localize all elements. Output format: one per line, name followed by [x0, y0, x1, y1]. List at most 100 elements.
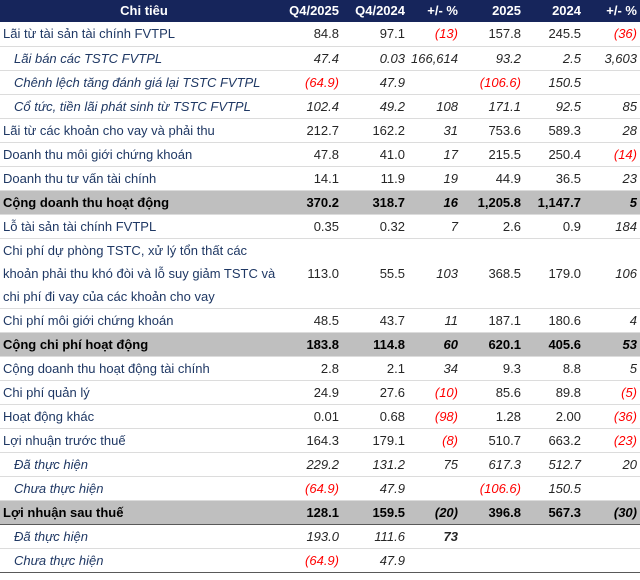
- cell-value: 97.1: [343, 22, 409, 47]
- row-label: Đã thực hiện: [0, 524, 288, 549]
- row-label: Chưa thực hiện: [0, 476, 288, 501]
- cell-value: 60: [409, 332, 461, 357]
- cell-value: 1,147.7: [525, 190, 585, 215]
- cell-value: (8): [409, 428, 461, 453]
- cell-value: 85: [585, 94, 640, 119]
- cell-value: 41.0: [343, 142, 409, 167]
- header-row: Chi tiêu Q4/2025 Q4/2024 +/- % 2025 2024…: [0, 0, 640, 22]
- cell-value: 184: [585, 214, 640, 239]
- cell-value: 20: [585, 452, 640, 477]
- cell-value: 510.7: [461, 428, 525, 453]
- cell-value: (64.9): [288, 476, 343, 501]
- cell-value: 11.9: [343, 166, 409, 191]
- cell-value: 16: [409, 190, 461, 215]
- table-row: Lãi từ các khoản cho vay và phải thu 212.…: [0, 118, 640, 143]
- cell-value: 31: [409, 118, 461, 143]
- header-year-change-pct: +/- %: [585, 0, 640, 22]
- table-row: Lãi bán các TSTC FVTPL 47.4 0.03 166,614 93.…: [0, 46, 640, 71]
- table-row: Lợi nhuận sau thuế 128.1 159.5 (20) 396.8 567…: [0, 500, 640, 525]
- cell-value: 108: [409, 94, 461, 119]
- row-label: Doanh thu môi giới chứng khoán: [0, 142, 288, 167]
- table-row: Lợi nhuận trước thuế 164.3 179.1 (8) 510.7 66…: [0, 428, 640, 453]
- cell-value: 171.1: [461, 94, 525, 119]
- cell-value: 131.2: [343, 452, 409, 477]
- cell-value: 215.5: [461, 142, 525, 167]
- cell-value: (106.6): [461, 70, 525, 95]
- cell-value: [585, 70, 640, 95]
- cell-value: 84.8: [288, 22, 343, 47]
- cell-value: (36): [585, 22, 640, 47]
- table-row: Doanh thu môi giới chứng khoán 47.8 41.0 17…: [0, 142, 640, 167]
- header-q4-2025: Q4/2025: [288, 0, 343, 22]
- cell-value: 34: [409, 356, 461, 381]
- cell-value: 19: [409, 166, 461, 191]
- cell-value: [409, 548, 461, 573]
- cell-value: 589.3: [525, 118, 585, 143]
- cell-value: 7: [409, 214, 461, 239]
- row-label: Lãi bán các TSTC FVTPL: [0, 46, 288, 71]
- cell-value: 85.6: [461, 380, 525, 405]
- cell-value: 75: [409, 452, 461, 477]
- row-label: Chênh lệch tăng đánh giá lại TSTC FVTPL: [0, 70, 288, 95]
- cell-value: 128.1: [288, 500, 343, 525]
- header-quarter-change-pct: +/- %: [409, 0, 461, 22]
- cell-value: 157.8: [461, 22, 525, 47]
- cell-value: [525, 524, 585, 549]
- cell-value: 55.5: [343, 238, 409, 309]
- cell-value: 2.5: [525, 46, 585, 71]
- cell-value: 229.2: [288, 452, 343, 477]
- cell-value: (98): [409, 404, 461, 429]
- cell-value: 0.68: [343, 404, 409, 429]
- cell-value: 405.6: [525, 332, 585, 357]
- row-label: Lỗ tài sản tài chính FVTPL: [0, 214, 288, 239]
- cell-value: 0.9: [525, 214, 585, 239]
- row-label: Đã thực hiện: [0, 452, 288, 477]
- cell-value: 2.1: [343, 356, 409, 381]
- table-row: Đã thực hiện 229.2 131.2 75 617.3 512.7 20: [0, 452, 640, 477]
- cell-value: 0.35: [288, 214, 343, 239]
- cell-value: 44.9: [461, 166, 525, 191]
- table-row: Đã thực hiện 193.0 111.6 73: [0, 524, 640, 549]
- cell-value: 114.8: [343, 332, 409, 357]
- cell-value: 53: [585, 332, 640, 357]
- cell-value: 753.6: [461, 118, 525, 143]
- row-label: Chi phí dự phòng TSTC, xử lý tổn thất cá…: [0, 238, 288, 309]
- cell-value: 111.6: [343, 524, 409, 549]
- cell-value: 73: [409, 524, 461, 549]
- table-row: Chưa thực hiện (64.9) 47.9 (106.6) 150.5: [0, 476, 640, 501]
- cell-value: (64.9): [288, 70, 343, 95]
- table-row: Chưa thực hiện (64.9) 47.9: [0, 548, 640, 573]
- table-row: Cộng doanh thu hoạt động tài chính 2.8 2.1…: [0, 356, 640, 381]
- cell-value: [461, 524, 525, 549]
- header-year-2025: 2025: [461, 0, 525, 22]
- cell-value: 617.3: [461, 452, 525, 477]
- cell-value: 187.1: [461, 308, 525, 333]
- cell-value: 89.8: [525, 380, 585, 405]
- cell-value: 512.7: [525, 452, 585, 477]
- cell-value: 47.9: [343, 476, 409, 501]
- cell-value: 318.7: [343, 190, 409, 215]
- cell-value: 9.3: [461, 356, 525, 381]
- cell-value: [409, 70, 461, 95]
- table-row: Hoạt động khác 0.01 0.68 (98) 1.28 2.00 (36): [0, 404, 640, 429]
- table-row: Lỗ tài sản tài chính FVTPL 0.35 0.32 7 2.6 0.…: [0, 214, 640, 239]
- cell-value: 179.0: [525, 238, 585, 309]
- cell-value: 150.5: [525, 476, 585, 501]
- header-item-column: Chi tiêu: [0, 0, 288, 22]
- table-row: Chi phí dự phòng TSTC, xử lý tổn thất cá…: [0, 238, 640, 309]
- table-header: Chi tiêu Q4/2025 Q4/2024 +/- % 2025 2024…: [0, 0, 640, 22]
- cell-value: 183.8: [288, 332, 343, 357]
- table-row: Doanh thu tư vấn tài chính 14.1 11.9 19 44.9…: [0, 166, 640, 191]
- cell-value: 368.5: [461, 238, 525, 309]
- cell-value: 620.1: [461, 332, 525, 357]
- table-body: Lãi từ tài sản tài chính FVTPL 84.8 97.1 (1…: [0, 22, 640, 573]
- row-label: Doanh thu tư vấn tài chính: [0, 166, 288, 191]
- cell-value: 250.4: [525, 142, 585, 167]
- cell-value: 49.2: [343, 94, 409, 119]
- table-row: Lãi từ tài sản tài chính FVTPL 84.8 97.1 (1…: [0, 22, 640, 47]
- table-row: Cổ tức, tiền lãi phát sinh từ TSTC FVTPL…: [0, 94, 640, 119]
- cell-value: 180.6: [525, 308, 585, 333]
- row-label: Lợi nhuận trước thuế: [0, 428, 288, 453]
- cell-value: 92.5: [525, 94, 585, 119]
- cell-value: (13): [409, 22, 461, 47]
